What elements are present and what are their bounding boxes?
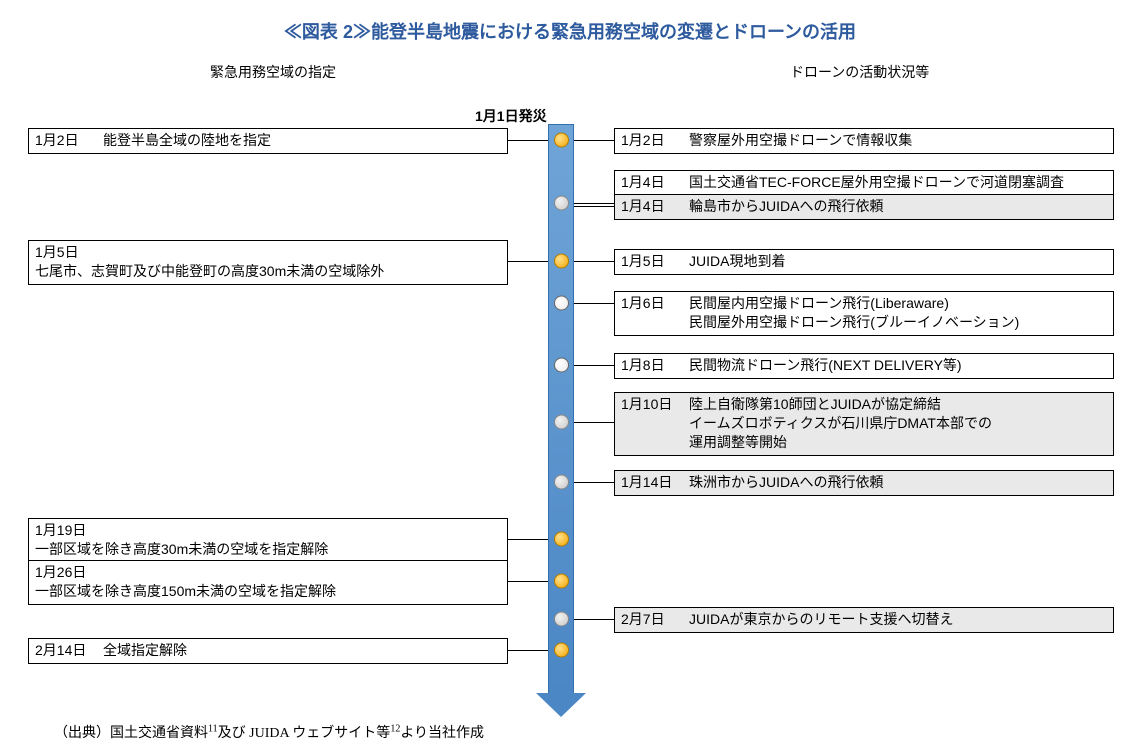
- right-event-box: 1月10日陸上自衛隊第10師団とJUIDAが協定締結 イームズロボティクスが石川…: [614, 392, 1114, 456]
- event-text: 陸上自衛隊第10師団とJUIDAが協定締結 イームズロボティクスが石川県庁DMA…: [689, 395, 1107, 452]
- connector-line: [508, 140, 548, 141]
- timeline-dot: [554, 643, 569, 658]
- connector-line: [574, 303, 614, 304]
- footnote-prefix: （出典）国土交通省資料: [54, 726, 208, 741]
- right-event-box: 1月4日輪島市からJUIDAへの飛行依頼: [614, 194, 1114, 220]
- event-text: 全域指定解除: [103, 641, 501, 660]
- event-date: 2月14日: [35, 641, 103, 660]
- connector-line: [574, 206, 614, 207]
- event-text: 民間物流ドローン飛行(NEXT DELIVERY等): [689, 356, 1107, 375]
- event-date: 1月8日: [621, 356, 689, 375]
- event-date: 1月6日: [621, 294, 689, 332]
- figure-title: ≪図表 2≫能登半島地震における緊急用務空域の変遷とドローンの活用: [0, 0, 1140, 44]
- footnote-sup2: 12: [390, 723, 400, 734]
- event-date: 2月7日: [621, 610, 689, 629]
- event-text: 一部区域を除き高度30m未満の空域を指定解除: [35, 540, 501, 559]
- event-text: 警察屋外用空撮ドローンで情報収集: [689, 131, 1107, 150]
- event-text: 七尾市、志賀町及び中能登町の高度30m未満の空域除外: [35, 262, 501, 281]
- event-text: 一部区域を除き高度150m未満の空域を指定解除: [35, 582, 501, 601]
- timeline-dot: [554, 196, 569, 211]
- connector-line: [574, 140, 614, 141]
- timeline-dot: [554, 358, 569, 373]
- subtitle-right: ドローンの活動状況等: [790, 62, 929, 82]
- connector-line: [574, 261, 614, 262]
- event-date: 1月4日: [621, 197, 689, 216]
- event-text: 珠洲市からJUIDAへの飛行依頼: [689, 473, 1107, 492]
- event-date: 1月2日: [621, 131, 689, 150]
- event-text: 民間屋内用空撮ドローン飛行(Liberaware) 民間屋外用空撮ドローン飛行(…: [689, 294, 1107, 332]
- right-event-box: 1月2日警察屋外用空撮ドローンで情報収集: [614, 128, 1114, 154]
- connector-line: [574, 203, 614, 204]
- event-date: 1月26日: [35, 563, 501, 582]
- right-event-box: 1月6日民間屋内用空撮ドローン飛行(Liberaware) 民間屋外用空撮ドロー…: [614, 291, 1114, 336]
- right-event-box: 1月8日民間物流ドローン飛行(NEXT DELIVERY等): [614, 353, 1114, 379]
- event-date: 1月4日: [621, 173, 689, 192]
- timeline-dot: [554, 612, 569, 627]
- connector-line: [574, 422, 614, 423]
- event-date: 1月10日: [621, 395, 689, 452]
- connector-line: [508, 261, 548, 262]
- timeline-dot: [554, 532, 569, 547]
- connector-line: [508, 581, 548, 582]
- connector-line: [574, 482, 614, 483]
- source-footnote: （出典）国土交通省資料11及び JUIDA ウェブサイト等12より当社作成: [54, 722, 484, 742]
- event-text: 輪島市からJUIDAへの飛行依頼: [689, 197, 1107, 216]
- right-event-box: 1月4日国土交通省TEC-FORCE屋外用空撮ドローンで河道閉塞調査: [614, 170, 1114, 196]
- event-date: 1月5日: [35, 243, 501, 262]
- event-date: 1月19日: [35, 521, 501, 540]
- timeline-dot: [554, 133, 569, 148]
- event-date: 1月5日: [621, 252, 689, 271]
- timeline-arrowhead: [536, 693, 586, 717]
- timeline-dot: [554, 254, 569, 269]
- footnote-sup1: 11: [208, 723, 218, 734]
- connector-line: [508, 650, 548, 651]
- left-event-box: 1月2日能登半島全域の陸地を指定: [28, 128, 508, 154]
- connector-line: [508, 539, 548, 540]
- subtitle-left: 緊急用務空域の指定: [210, 62, 336, 82]
- left-event-box: 1月26日一部区域を除き高度150m未満の空域を指定解除: [28, 560, 508, 605]
- footnote-suffix: より当社作成: [400, 726, 484, 741]
- left-event-box: 2月14日全域指定解除: [28, 638, 508, 664]
- event-date: 1月2日: [35, 131, 103, 150]
- start-date-label: 1月1日発災: [475, 106, 547, 126]
- right-event-box: 1月14日珠洲市からJUIDAへの飛行依頼: [614, 470, 1114, 496]
- timeline-dot: [554, 415, 569, 430]
- event-text: 能登半島全域の陸地を指定: [103, 131, 501, 150]
- timeline-dot: [554, 475, 569, 490]
- right-event-box: 2月7日JUIDAが東京からのリモート支援へ切替え: [614, 607, 1114, 633]
- left-event-box: 1月19日一部区域を除き高度30m未満の空域を指定解除: [28, 518, 508, 563]
- event-text: JUIDA現地到着: [689, 252, 1107, 271]
- left-event-box: 1月5日七尾市、志賀町及び中能登町の高度30m未満の空域除外: [28, 240, 508, 285]
- footnote-mid: 及び JUIDA ウェブサイト等: [218, 726, 391, 741]
- event-date: 1月14日: [621, 473, 689, 492]
- timeline-dot: [554, 296, 569, 311]
- right-event-box: 1月5日JUIDA現地到着: [614, 249, 1114, 275]
- connector-line: [574, 365, 614, 366]
- timeline-dot: [554, 574, 569, 589]
- event-text: JUIDAが東京からのリモート支援へ切替え: [689, 610, 1107, 629]
- event-text: 国土交通省TEC-FORCE屋外用空撮ドローンで河道閉塞調査: [689, 173, 1107, 192]
- connector-line: [574, 619, 614, 620]
